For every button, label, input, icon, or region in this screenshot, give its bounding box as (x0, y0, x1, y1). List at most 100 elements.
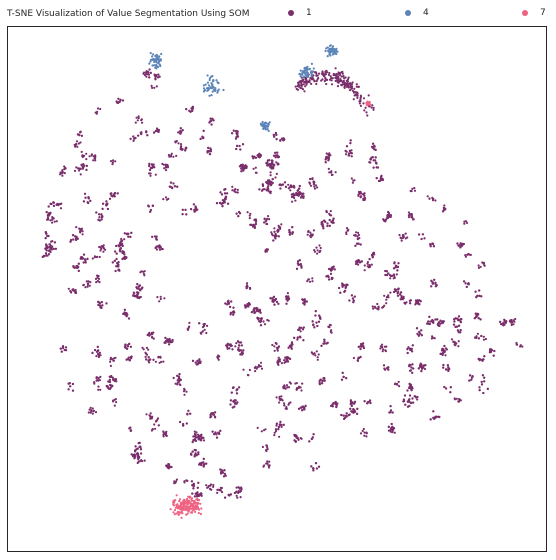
data-point (210, 75, 213, 78)
data-point (45, 245, 48, 248)
data-point (308, 181, 311, 184)
data-point (514, 317, 517, 321)
data-point (211, 90, 214, 93)
data-point (311, 234, 314, 237)
data-point (363, 192, 366, 195)
data-point (200, 461, 203, 464)
data-point (236, 188, 239, 191)
data-point (482, 338, 485, 341)
data-point (69, 385, 72, 388)
data-point (49, 250, 52, 254)
data-point (144, 351, 147, 354)
data-point (139, 448, 143, 451)
data-point (371, 104, 374, 107)
data-point (192, 487, 195, 490)
data-point (387, 296, 390, 299)
data-point (367, 103, 370, 106)
data-point (137, 115, 140, 118)
data-point (191, 450, 194, 453)
data-point (178, 498, 182, 501)
data-point (393, 431, 396, 434)
data-point (186, 413, 189, 416)
data-point (217, 88, 220, 91)
data-point (356, 412, 359, 415)
data-point (240, 344, 243, 347)
data-point (458, 244, 461, 247)
data-point (97, 303, 100, 307)
data-point (389, 430, 392, 433)
data-point (132, 139, 135, 142)
data-point (95, 379, 98, 382)
data-point (312, 180, 315, 183)
data-point (337, 76, 340, 79)
data-point (353, 90, 356, 94)
data-point (268, 182, 271, 185)
data-point (296, 338, 299, 341)
data-point (330, 77, 333, 80)
data-point (274, 131, 277, 135)
data-point (167, 467, 170, 470)
data-point (270, 231, 273, 234)
data-point (186, 503, 190, 506)
data-point (301, 71, 304, 74)
data-point (140, 118, 143, 121)
data-point (512, 319, 515, 322)
data-point (379, 345, 382, 348)
data-point (153, 86, 156, 89)
data-point (238, 144, 241, 148)
data-point (263, 221, 266, 224)
data-point (121, 257, 124, 261)
data-point (263, 464, 266, 467)
data-point (97, 355, 101, 358)
data-point (278, 435, 281, 438)
data-point (280, 223, 283, 226)
data-point (328, 224, 331, 227)
data-point (113, 191, 117, 195)
data-point (263, 218, 266, 221)
data-point (135, 452, 139, 455)
data-point (118, 100, 122, 103)
data-point (362, 427, 365, 431)
data-point (267, 466, 271, 469)
data-point (256, 426, 259, 429)
data-point (199, 502, 202, 505)
data-point (153, 60, 156, 64)
data-point (101, 215, 104, 218)
data-point (190, 208, 193, 211)
data-point (234, 345, 237, 348)
data-point (280, 395, 283, 398)
data-point (290, 193, 293, 196)
data-point (328, 152, 331, 155)
data-point (198, 322, 201, 325)
data-point (374, 156, 377, 159)
data-point (268, 190, 271, 193)
data-point (400, 291, 403, 294)
data-point (125, 358, 128, 361)
data-point (274, 428, 278, 431)
data-point (230, 344, 233, 347)
data-point (398, 385, 401, 388)
data-point (134, 121, 137, 124)
data-point (214, 411, 217, 414)
data-point (159, 295, 162, 298)
data-point (142, 272, 145, 275)
data-point (223, 472, 226, 475)
data-point (259, 319, 263, 322)
data-point (199, 331, 202, 334)
data-point (191, 441, 194, 444)
data-point (358, 260, 361, 263)
data-point (233, 190, 236, 193)
data-point (406, 351, 409, 355)
data-point (413, 189, 417, 192)
series-1-points (41, 67, 524, 499)
data-point (162, 435, 165, 438)
data-point (249, 212, 252, 215)
data-point (412, 367, 415, 370)
data-point (85, 158, 88, 161)
data-point (400, 237, 403, 240)
data-point (390, 427, 393, 430)
data-point (232, 306, 235, 309)
data-point (91, 351, 94, 354)
data-point (352, 98, 355, 101)
data-point (268, 179, 271, 182)
